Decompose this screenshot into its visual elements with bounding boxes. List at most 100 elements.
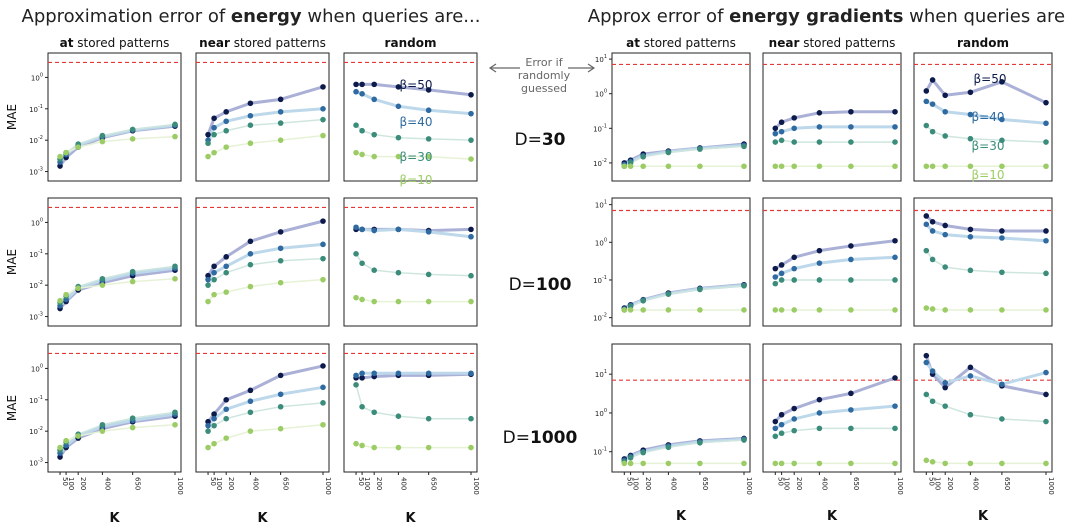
y-tick-base: 10 [29, 428, 38, 436]
data-point [57, 444, 63, 451]
data-point [277, 245, 284, 252]
x-tick-label: 100 [363, 477, 371, 490]
random-guess-annotation: Error if randomly guessed [488, 56, 596, 95]
data-point [772, 307, 779, 313]
y-axis-label: MAE [5, 249, 19, 275]
data-point [468, 156, 474, 162]
data-point [129, 268, 136, 275]
data-point [892, 277, 898, 283]
data-point [848, 277, 854, 283]
data-point [172, 121, 178, 128]
x-tick-label: 400 [103, 477, 111, 490]
data-point [57, 163, 63, 169]
data-point [277, 137, 284, 143]
data-point [923, 163, 930, 170]
y-tick-base: 10 [29, 106, 38, 114]
data-point [640, 460, 646, 467]
y-tick-base: 10 [29, 460, 38, 468]
data-point [247, 122, 254, 129]
column-header: near stored patterns [199, 36, 326, 50]
data-point [247, 428, 254, 434]
data-point [320, 218, 326, 224]
data-point [425, 229, 432, 235]
data-point [353, 122, 359, 129]
y-tick-base: 10 [29, 314, 38, 322]
data-point [772, 163, 779, 170]
data-point [967, 226, 974, 233]
panel-frame [47, 52, 182, 182]
data-point [425, 298, 432, 305]
data-point [247, 100, 254, 107]
data-point [942, 163, 948, 170]
data-point [211, 131, 217, 138]
data-point [223, 118, 229, 125]
data-point [1043, 418, 1049, 425]
y-tick-exp: -3 [38, 312, 43, 318]
data-point [172, 275, 178, 282]
column-header: near stored patterns [769, 36, 896, 50]
column-header-rest: random [957, 36, 1009, 50]
data-point [892, 425, 898, 432]
left-title: Approximation error of energy when queri… [22, 6, 481, 27]
data-point [848, 139, 854, 145]
data-point [848, 256, 854, 263]
data-point [395, 269, 402, 276]
y-tick-exp: 0 [604, 237, 607, 243]
data-point [791, 163, 797, 170]
x-tick-label: 650 [430, 477, 438, 490]
panel-grad-d30-near [762, 52, 902, 182]
y-tick-label: 10-2 [29, 426, 43, 436]
left-title-bold: energy [231, 6, 302, 27]
x-tick-label: 1000 [324, 477, 332, 495]
panel-frame [913, 343, 1053, 473]
data-point [892, 460, 898, 467]
y-tick-base: 10 [593, 449, 602, 457]
data-point [395, 84, 402, 90]
data-point [63, 437, 69, 444]
data-point [359, 296, 365, 303]
data-point [205, 131, 211, 138]
panel-energy-d30-near [195, 52, 330, 182]
data-point [942, 108, 948, 115]
data-point [359, 91, 365, 97]
data-point [1043, 307, 1049, 313]
data-point [791, 139, 797, 145]
data-point [1043, 228, 1049, 234]
data-point [791, 277, 797, 283]
data-point [923, 213, 930, 219]
column-header-bold: at [60, 36, 74, 50]
data-point [359, 375, 365, 381]
data-point [942, 133, 948, 139]
data-point [816, 396, 823, 403]
column-header: random [957, 36, 1009, 50]
y-tick-exp: 0 [40, 72, 43, 78]
data-point [816, 410, 823, 416]
beta-label-grad: β=10 [972, 168, 1005, 182]
x-tick-label: 400 [820, 477, 828, 490]
row-label-d1000: D=1000 [503, 428, 578, 448]
y-tick-exp: -2 [38, 135, 43, 141]
data-point [621, 307, 628, 313]
data-point [57, 153, 63, 160]
data-point [778, 277, 785, 283]
data-point [425, 136, 432, 142]
column-header: random [385, 36, 437, 50]
data-point [665, 460, 672, 467]
x-tick-label: 1000 [896, 477, 904, 495]
data-point [425, 271, 432, 278]
x-axis-label: K [405, 511, 416, 526]
data-point [967, 460, 974, 467]
data-point [923, 98, 930, 105]
y-axis-label: MAE [5, 104, 19, 130]
data-point [205, 422, 211, 429]
y-tick-label: 10-2 [593, 158, 607, 168]
x-tick-label: 200 [946, 477, 954, 490]
data-point [791, 427, 797, 434]
data-point [320, 421, 326, 428]
data-point [892, 108, 898, 115]
data-point [99, 138, 106, 145]
data-point [205, 272, 211, 279]
